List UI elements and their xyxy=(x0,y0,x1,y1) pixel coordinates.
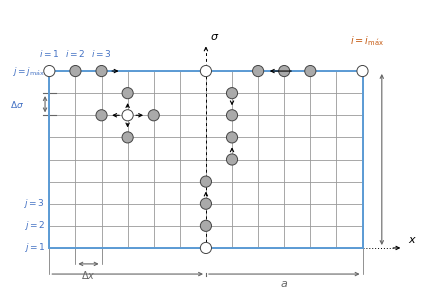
Ellipse shape xyxy=(200,198,211,209)
Ellipse shape xyxy=(200,242,211,253)
Ellipse shape xyxy=(279,66,290,77)
Text: $\Delta x$: $\Delta x$ xyxy=(81,269,96,281)
Text: $i=i_{\mathsf{m\acute{a}x}}$: $i=i_{\mathsf{m\acute{a}x}}$ xyxy=(350,34,384,48)
Text: $j=3$: $j=3$ xyxy=(24,197,45,210)
Text: $i=2$: $i=2$ xyxy=(65,48,86,59)
Ellipse shape xyxy=(305,66,316,77)
Ellipse shape xyxy=(200,176,211,187)
Ellipse shape xyxy=(96,66,107,77)
Ellipse shape xyxy=(148,110,159,121)
Ellipse shape xyxy=(200,220,211,231)
Ellipse shape xyxy=(122,110,133,121)
Ellipse shape xyxy=(122,88,133,99)
Text: $j=j_{\mathsf{m\acute{a}x}}$: $j=j_{\mathsf{m\acute{a}x}}$ xyxy=(12,65,45,77)
Text: $\Delta\sigma$: $\Delta\sigma$ xyxy=(9,99,24,110)
Ellipse shape xyxy=(70,66,81,77)
Ellipse shape xyxy=(227,132,238,143)
Text: $j=2$: $j=2$ xyxy=(24,219,45,232)
Text: $j=1$: $j=1$ xyxy=(24,242,45,254)
Ellipse shape xyxy=(227,88,238,99)
Ellipse shape xyxy=(44,66,55,77)
Text: $x$: $x$ xyxy=(408,235,417,245)
Ellipse shape xyxy=(227,154,238,165)
Text: $a$: $a$ xyxy=(280,279,288,289)
Ellipse shape xyxy=(227,110,238,121)
Ellipse shape xyxy=(96,110,107,121)
Ellipse shape xyxy=(122,132,133,143)
Text: $\sigma$: $\sigma$ xyxy=(210,32,220,42)
Ellipse shape xyxy=(357,66,368,77)
Text: $i=1$: $i=1$ xyxy=(39,48,60,59)
Bar xyxy=(49,71,363,248)
Ellipse shape xyxy=(200,66,211,77)
Ellipse shape xyxy=(253,66,264,77)
Text: $i=3$: $i=3$ xyxy=(91,48,112,59)
